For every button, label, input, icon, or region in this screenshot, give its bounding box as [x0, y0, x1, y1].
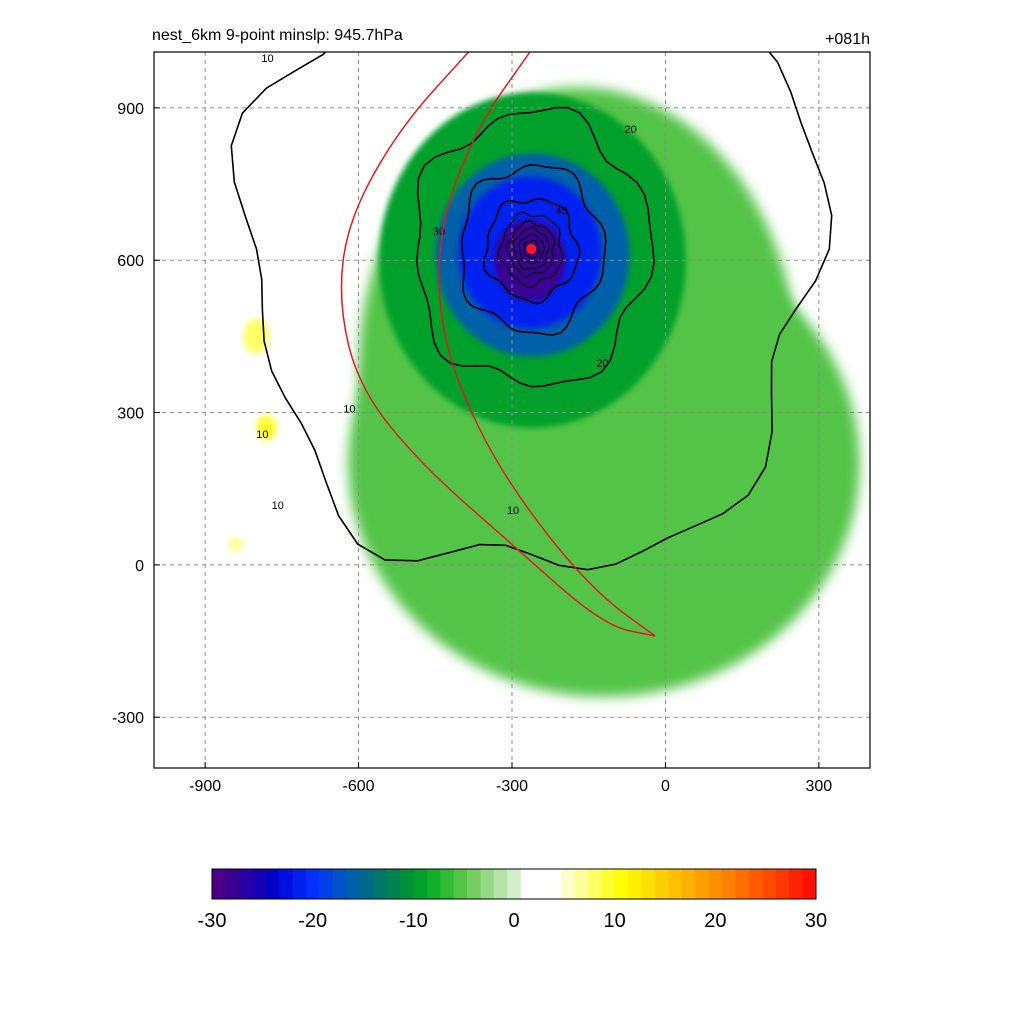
- colorbar-swatch: [587, 869, 602, 899]
- colorbar-swatch: [346, 869, 361, 899]
- colorbar-swatch: [695, 869, 710, 899]
- colorbar-swatch: [319, 869, 334, 899]
- colorbar-frame: [211, 868, 817, 900]
- colorbar-tick-label: 10: [604, 910, 626, 932]
- colorbar-swatch: [386, 869, 401, 899]
- contour-10: [230, 52, 833, 571]
- colorbar-swatch: [305, 869, 320, 899]
- shaded-field: [228, 87, 860, 697]
- colorbar-swatch: [574, 869, 589, 899]
- contour-label: 10: [261, 53, 273, 65]
- colorbar-swatch: [654, 869, 669, 899]
- colorbar-swatch: [212, 869, 226, 899]
- colorbar-swatch: [332, 869, 347, 899]
- contour-label: 20: [625, 124, 637, 136]
- colorbar-swatch: [265, 869, 280, 899]
- colorbar-swatch: [775, 869, 790, 899]
- contour-90: [523, 239, 540, 259]
- colorbar-tick-label: 0: [508, 910, 519, 932]
- x-tick-label: -300: [496, 778, 528, 795]
- field-blob-7: [256, 415, 277, 441]
- contour-50: [497, 211, 564, 288]
- red-curve-1: [438, 52, 656, 637]
- field-blob-8: [228, 536, 244, 553]
- colorbar-tick-label: -20: [298, 910, 327, 932]
- colorbar-swatch: [681, 869, 696, 899]
- y-tick-label: 900: [117, 101, 144, 118]
- colorbar-swatch: [373, 869, 387, 899]
- contour-label: 20: [596, 358, 608, 370]
- colorbar-swatch: [480, 869, 495, 899]
- colorbar-swatch: [789, 869, 804, 899]
- colorbar-tick-label: -30: [198, 910, 227, 932]
- colorbar-swatch: [279, 869, 294, 899]
- colorbar-swatch: [748, 869, 763, 899]
- chart-title: nest_6km 9-point minslp: 945.7hPa: [152, 27, 403, 44]
- colorbar-swatch: [399, 869, 414, 899]
- colorbar-swatch: [802, 869, 817, 899]
- colorbar-swatch: [426, 869, 441, 899]
- colorbar-swatch: [762, 869, 777, 899]
- red-curves: [340, 52, 656, 637]
- storm-center-marker: [526, 244, 537, 255]
- contour-30: [460, 163, 607, 336]
- contour-label: 10: [507, 505, 519, 517]
- contour-label: 10: [343, 404, 355, 416]
- colorbar: -30 -20 -10 0 10 20 30: [198, 868, 827, 932]
- contour-20: [415, 106, 655, 388]
- colorbar-swatch: [252, 869, 267, 899]
- colorbar-swatch: [292, 869, 307, 899]
- contour-70: [512, 226, 551, 270]
- x-tick-label: -900: [189, 778, 221, 795]
- colorbar-swatch: [225, 869, 240, 899]
- colorbar-swatch: [628, 869, 643, 899]
- colorbar-swatch: [520, 869, 535, 899]
- axes: -900 -600 -300 0 300 900 600 300 0 -300: [112, 101, 832, 795]
- colorbar-tick-label: 30: [805, 910, 827, 932]
- x-tick-label: 0: [661, 778, 670, 795]
- colorbar-swatch: [641, 869, 656, 899]
- contour-40: [482, 197, 581, 305]
- colorbar-swatch: [493, 869, 508, 899]
- colorbar-swatch: [238, 869, 253, 899]
- contour-label: 10: [272, 500, 284, 512]
- colorbar-swatch: [359, 869, 374, 899]
- colorbar-swatch: [708, 869, 723, 899]
- colorbar-swatch: [722, 869, 736, 899]
- colorbar-swatch: [601, 869, 616, 899]
- y-tick-label: 300: [117, 406, 144, 423]
- colorbar-swatch: [668, 869, 683, 899]
- y-tick-label: -300: [112, 710, 144, 727]
- y-tick-label: 0: [135, 558, 144, 575]
- contour-label: 10: [256, 429, 268, 441]
- colorbar-swatch: [453, 869, 468, 899]
- contour-60: [505, 219, 556, 278]
- forecast-hour-label: +081h: [825, 31, 870, 48]
- colorbar-tick-label: 20: [704, 910, 726, 932]
- colorbar-swatch: [440, 869, 455, 899]
- colorbar-swatch: [547, 869, 562, 899]
- contour-label: 40: [555, 205, 567, 217]
- colorbar-tick-label: -10: [399, 910, 428, 932]
- colorbar-swatch: [614, 869, 629, 899]
- colorbar-swatch: [507, 869, 522, 899]
- red-curve-0: [340, 52, 656, 637]
- colorbar-swatch: [467, 869, 481, 899]
- colorbar-swatch: [735, 869, 750, 899]
- colorbar-swatch: [534, 869, 549, 899]
- y-tick-label: 600: [117, 253, 144, 270]
- colorbar-swatch: [560, 869, 575, 899]
- contour-80: [518, 233, 545, 264]
- colorbar-swatch: [413, 869, 428, 899]
- x-tick-label: -600: [343, 778, 375, 795]
- x-tick-label: 300: [806, 778, 833, 795]
